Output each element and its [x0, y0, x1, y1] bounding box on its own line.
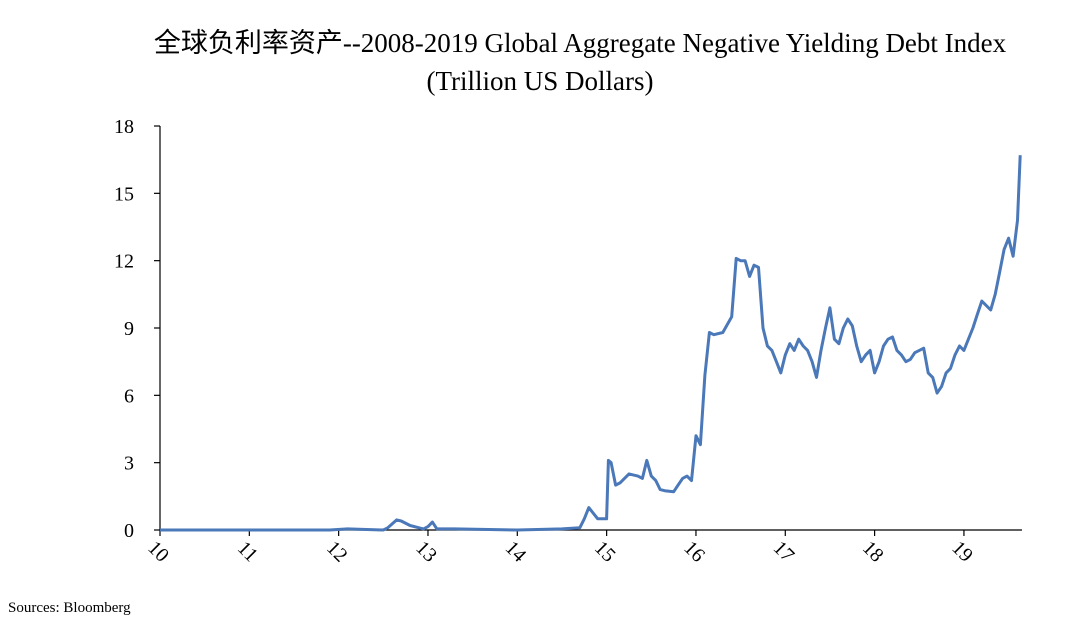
series-line	[160, 155, 1022, 532]
x-tick-label: 12	[322, 537, 352, 567]
x-tick-label: 14	[501, 537, 531, 567]
y-tick-label: 15	[114, 183, 134, 205]
x-tick-label: 17	[769, 537, 799, 567]
x-tick-label: 15	[590, 537, 620, 567]
y-tick-label: 18	[114, 116, 134, 138]
y-tick-label: 6	[124, 385, 134, 407]
y-tick-label: 3	[124, 453, 134, 475]
y-tick-label: 0	[124, 520, 134, 542]
y-tick-label: 12	[114, 251, 134, 273]
x-tick-label: 16	[679, 537, 709, 567]
x-tick-label: 13	[411, 537, 441, 567]
y-tick-label: 9	[124, 318, 134, 340]
x-tick-label: 10	[143, 537, 173, 567]
source-note: Sources: Bloomberg	[8, 600, 131, 616]
chart-svg: 0 3 6 9 12 15 18 10 11 12 13 14 15 16 17 18 19	[114, 116, 1022, 567]
x-tick-label: 18	[858, 537, 888, 567]
x-tick-label: 11	[233, 537, 262, 566]
chart-title-line-2: (Trillion US Dollars)	[426, 66, 654, 96]
chart-title-line-1: 全球负利率资产--2008-2019 Global Aggregate Nega…	[153, 28, 1007, 58]
x-tick-label: 19	[947, 537, 977, 567]
